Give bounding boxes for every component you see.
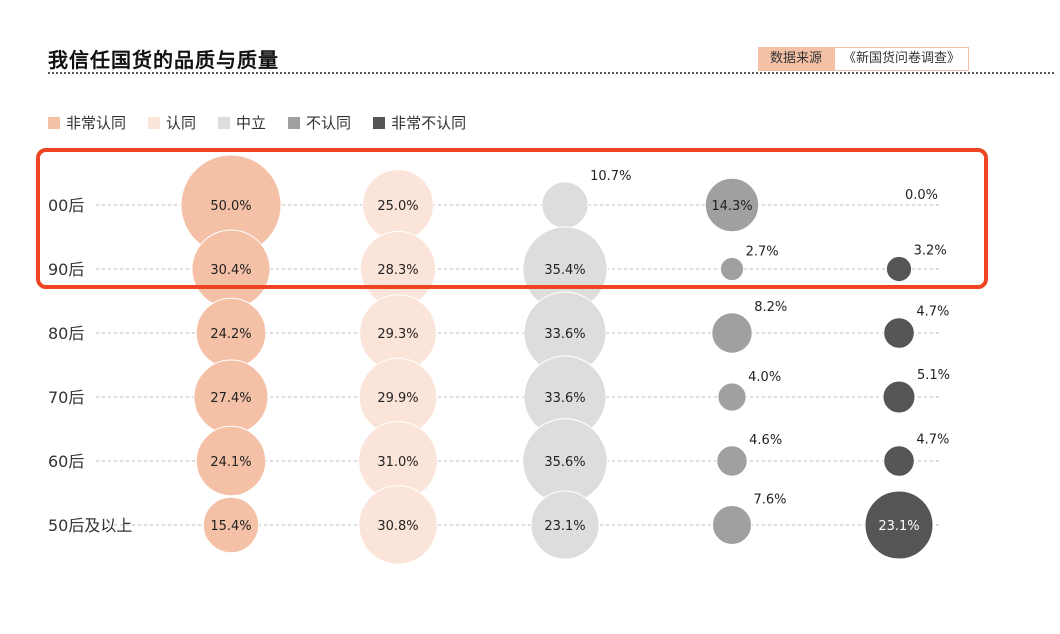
legend-swatch — [373, 116, 386, 129]
row-label: 60后 — [48, 452, 84, 471]
data-label: 7.6% — [753, 493, 786, 508]
legend-swatch — [288, 116, 301, 129]
bubble — [530, 490, 600, 560]
legend-item-strongly-disagree: 非常不认同 — [373, 112, 466, 133]
row-label: 00后 — [48, 196, 84, 215]
legend-label: 认同 — [166, 114, 197, 132]
source-box: 数据来源 《新国货问卷调查》 — [758, 47, 970, 71]
data-label: 31.0% — [377, 455, 418, 470]
data-label: 4.7% — [916, 433, 949, 448]
bubble — [195, 425, 267, 497]
bubble — [704, 177, 760, 233]
bubble — [358, 485, 438, 565]
data-label: 35.6% — [544, 455, 585, 470]
legend-item-neutral: 中立 — [218, 112, 266, 133]
bubble — [883, 445, 915, 477]
legend-label: 非常不认同 — [391, 114, 467, 132]
legend: 非常认同 认同 中立 不认同 非常不认同 — [48, 112, 488, 133]
data-label: 25.0% — [377, 199, 418, 214]
row-label: 80后 — [48, 324, 84, 343]
data-label: 28.3% — [377, 263, 418, 278]
bubble — [711, 312, 753, 354]
bubble — [717, 382, 747, 412]
legend-item-strongly-agree: 非常认同 — [48, 112, 126, 133]
data-label: 30.4% — [210, 263, 251, 278]
labels: 00后 50.0% 25.0% 10.7% 14.3% 0.0% 90后 30.4% 28.3%… — [48, 169, 950, 535]
data-label: 5.1% — [917, 368, 950, 383]
bubble — [882, 380, 916, 414]
legend-label: 中立 — [236, 114, 267, 132]
data-label: 29.9% — [377, 391, 418, 406]
source-label: 数据来源 — [758, 47, 835, 71]
data-label: 27.4% — [210, 391, 251, 406]
data-label: 10.7% — [590, 169, 631, 184]
legend-label: 不认同 — [306, 114, 352, 132]
source-value: 《新国货问卷调查》 — [834, 47, 970, 71]
data-label: 24.2% — [210, 327, 251, 342]
bubble — [541, 181, 589, 229]
row-label: 50后及以上 — [48, 516, 132, 535]
title-divider — [48, 72, 1054, 74]
data-label: 4.6% — [749, 433, 782, 448]
data-label: 8.2% — [754, 300, 787, 315]
data-label: 50.0% — [210, 199, 251, 214]
data-label: 35.4% — [544, 263, 585, 278]
bubble — [712, 505, 752, 545]
legend-swatch — [48, 116, 60, 129]
data-label: 2.7% — [746, 244, 779, 259]
data-label: 33.6% — [544, 327, 585, 342]
data-label: 4.0% — [748, 370, 781, 385]
bubble — [885, 255, 913, 283]
row-label: 70后 — [48, 388, 84, 407]
data-label: 14.3% — [711, 199, 752, 214]
row-label: 90后 — [48, 260, 84, 279]
legend-item-agree: 认同 — [148, 112, 196, 133]
legend-swatch — [218, 116, 231, 129]
legend-swatch — [148, 116, 161, 129]
data-label: 0.0% — [905, 188, 938, 203]
bubble — [202, 496, 260, 554]
bubble — [719, 256, 745, 282]
bubble — [864, 490, 934, 560]
bubble — [883, 317, 915, 349]
legend-label: 非常认同 — [66, 114, 127, 132]
data-label: 23.1% — [878, 519, 919, 534]
data-label: 29.3% — [377, 327, 418, 342]
legend-item-disagree: 不认同 — [288, 112, 351, 133]
data-label: 23.1% — [544, 519, 585, 534]
data-label: 33.6% — [544, 391, 585, 406]
bubbles — [180, 154, 934, 565]
data-label: 4.7% — [916, 305, 949, 320]
chart-title: 我信任国货的品质与质量 — [48, 48, 279, 72]
bubble — [716, 445, 748, 477]
data-label: 30.8% — [377, 519, 418, 534]
data-label: 15.4% — [210, 519, 251, 534]
data-label: 24.1% — [210, 455, 251, 470]
data-label: 3.2% — [914, 243, 947, 258]
